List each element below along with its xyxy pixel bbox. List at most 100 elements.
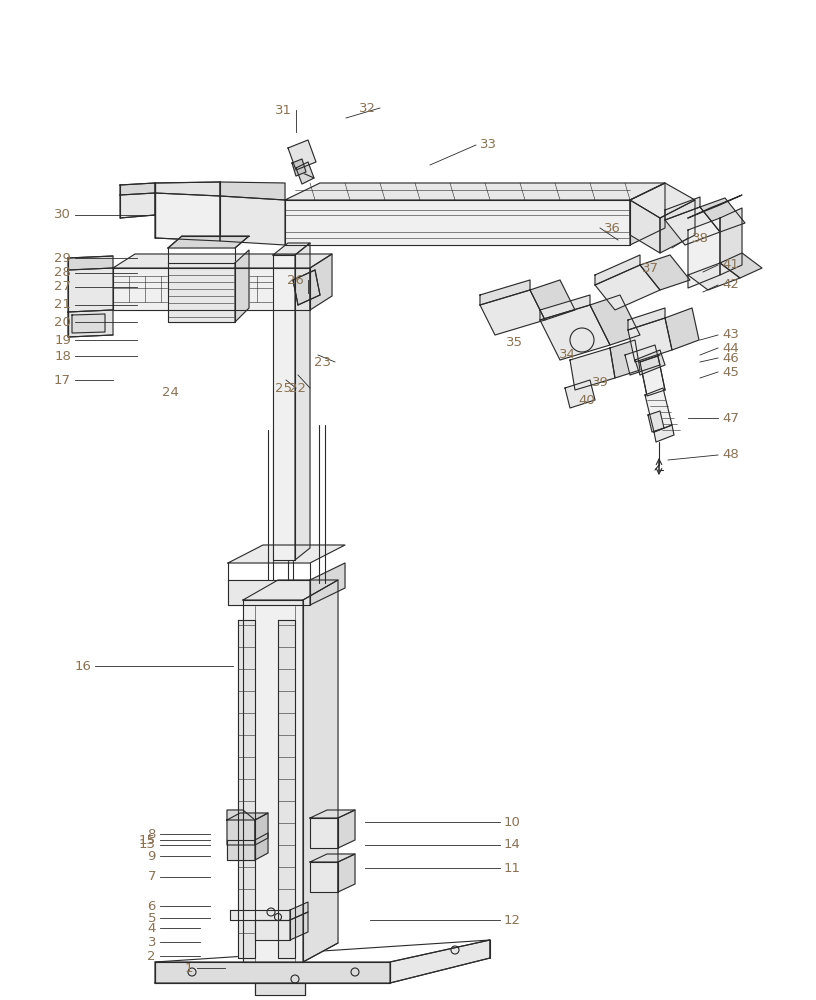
Polygon shape	[228, 580, 310, 605]
Polygon shape	[227, 810, 255, 845]
Polygon shape	[255, 983, 305, 995]
Text: 8: 8	[148, 828, 156, 840]
Polygon shape	[113, 268, 310, 310]
Text: 40: 40	[578, 393, 595, 406]
Text: 35: 35	[506, 336, 523, 349]
Text: 26: 26	[287, 273, 304, 286]
Text: 27: 27	[54, 280, 71, 294]
Text: 29: 29	[54, 251, 71, 264]
Text: 33: 33	[480, 138, 497, 151]
Polygon shape	[243, 580, 338, 600]
Polygon shape	[630, 183, 695, 218]
Polygon shape	[235, 250, 249, 322]
Polygon shape	[390, 940, 490, 983]
Text: 37: 37	[642, 261, 659, 274]
Polygon shape	[628, 308, 665, 330]
Text: 32: 32	[359, 102, 376, 114]
Polygon shape	[688, 218, 720, 288]
Polygon shape	[288, 140, 316, 170]
Polygon shape	[168, 236, 249, 248]
Text: 36: 36	[604, 222, 621, 234]
Polygon shape	[338, 854, 355, 892]
Polygon shape	[595, 265, 660, 310]
Polygon shape	[648, 411, 664, 432]
Polygon shape	[220, 196, 285, 245]
Polygon shape	[120, 183, 155, 195]
Polygon shape	[630, 200, 660, 253]
Text: 31: 31	[275, 104, 292, 116]
Text: 25: 25	[275, 381, 292, 394]
Polygon shape	[155, 193, 220, 241]
Polygon shape	[243, 600, 303, 962]
Text: 18: 18	[54, 350, 71, 362]
Polygon shape	[255, 833, 268, 860]
Polygon shape	[595, 255, 640, 285]
Polygon shape	[238, 620, 255, 958]
Polygon shape	[255, 920, 290, 940]
Polygon shape	[155, 182, 220, 196]
Text: 2: 2	[148, 950, 156, 962]
Text: 14: 14	[504, 838, 521, 852]
Polygon shape	[640, 356, 665, 396]
Text: 24: 24	[162, 386, 179, 399]
Polygon shape	[635, 350, 665, 375]
Text: 23: 23	[314, 356, 331, 368]
Text: 43: 43	[722, 328, 738, 342]
Polygon shape	[665, 197, 700, 220]
Polygon shape	[220, 182, 285, 200]
Polygon shape	[625, 345, 660, 375]
Text: 22: 22	[289, 381, 306, 394]
Polygon shape	[310, 563, 345, 605]
Text: 4: 4	[148, 922, 156, 934]
Polygon shape	[480, 290, 545, 335]
Polygon shape	[700, 198, 745, 232]
Polygon shape	[630, 183, 665, 245]
Polygon shape	[565, 380, 595, 408]
Text: 41: 41	[722, 258, 738, 271]
Text: 1: 1	[184, 962, 193, 974]
Text: 16: 16	[74, 660, 91, 672]
Text: 7: 7	[148, 870, 156, 884]
Polygon shape	[120, 193, 155, 218]
Polygon shape	[296, 162, 314, 184]
Polygon shape	[720, 253, 762, 278]
Polygon shape	[68, 310, 113, 337]
Polygon shape	[255, 813, 268, 845]
Polygon shape	[273, 243, 310, 255]
Polygon shape	[540, 295, 590, 320]
Text: 10: 10	[504, 816, 521, 828]
Polygon shape	[665, 207, 720, 245]
Polygon shape	[665, 308, 699, 350]
Text: 20: 20	[54, 316, 71, 328]
Text: 38: 38	[692, 232, 709, 244]
Polygon shape	[293, 270, 320, 305]
Text: 21: 21	[54, 298, 71, 312]
Polygon shape	[480, 280, 530, 305]
Polygon shape	[72, 314, 105, 333]
Polygon shape	[290, 902, 308, 920]
Text: 19: 19	[54, 334, 71, 347]
Polygon shape	[688, 195, 742, 218]
Polygon shape	[530, 280, 575, 320]
Polygon shape	[590, 295, 640, 345]
Text: 46: 46	[722, 352, 738, 364]
Polygon shape	[227, 840, 255, 860]
Polygon shape	[310, 818, 338, 848]
Text: 30: 30	[54, 209, 71, 222]
Polygon shape	[310, 810, 355, 818]
Polygon shape	[303, 580, 338, 962]
Polygon shape	[228, 545, 345, 563]
Text: 28: 28	[54, 266, 71, 279]
Polygon shape	[230, 910, 290, 920]
Polygon shape	[570, 348, 615, 390]
Polygon shape	[278, 620, 295, 958]
Polygon shape	[292, 159, 306, 176]
Polygon shape	[155, 940, 490, 983]
Polygon shape	[610, 340, 640, 378]
Polygon shape	[310, 862, 338, 892]
Polygon shape	[310, 254, 332, 310]
Text: 15: 15	[139, 834, 156, 846]
Polygon shape	[310, 854, 355, 862]
Text: 44: 44	[722, 342, 738, 355]
Text: 5: 5	[148, 912, 156, 924]
